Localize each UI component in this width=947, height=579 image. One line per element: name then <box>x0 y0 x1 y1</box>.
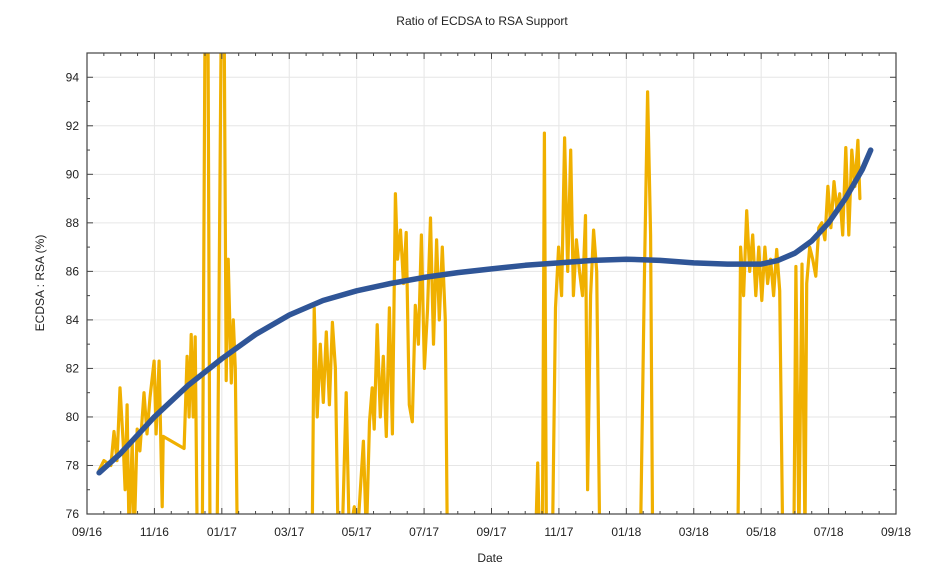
y-tick-label: 82 <box>66 361 80 375</box>
y-tick-label: 88 <box>66 216 80 230</box>
y-tick-label: 90 <box>66 167 80 181</box>
x-tick-label: 01/17 <box>207 525 237 539</box>
y-tick-label: 80 <box>66 410 80 424</box>
chart-title: Ratio of ECDSA to RSA Support <box>396 14 568 28</box>
y-axis-label: ECDSA : RSA (%) <box>33 235 47 332</box>
x-tick-label: 03/18 <box>679 525 709 539</box>
x-tick-label: 09/17 <box>476 525 506 539</box>
series-line-trend <box>96 147 874 476</box>
y-tick-labels: 76 78 80 82 84 86 88 90 92 94 <box>66 70 80 521</box>
x-tick-label: 11/16 <box>140 525 169 539</box>
series-line-daily-ratio <box>97 53 862 514</box>
series-group <box>96 53 874 514</box>
x-tick-label: 07/17 <box>409 525 439 539</box>
y-tick-label: 76 <box>66 507 80 521</box>
ticks <box>86 53 897 515</box>
y-tick-label: 92 <box>66 119 80 133</box>
x-tick-label: 05/18 <box>746 525 776 539</box>
x-tick-label: 05/17 <box>342 525 372 539</box>
x-tick-label: 03/17 <box>274 525 304 539</box>
y-tick-label: 84 <box>66 313 80 327</box>
x-tick-label: 09/16 <box>72 525 102 539</box>
x-tick-labels: 09/16 11/16 01/17 03/17 05/17 07/17 09/17 11/17… <box>72 525 911 539</box>
x-tick-label: 11/17 <box>544 525 573 539</box>
x-tick-label: 07/18 <box>814 525 844 539</box>
x-tick-label: 01/18 <box>611 525 641 539</box>
y-tick-label: 94 <box>66 70 80 84</box>
x-tick-label: 09/18 <box>881 525 911 539</box>
x-axis-label: Date <box>477 551 503 565</box>
y-tick-label: 78 <box>66 458 80 472</box>
y-tick-label: 86 <box>66 264 80 278</box>
